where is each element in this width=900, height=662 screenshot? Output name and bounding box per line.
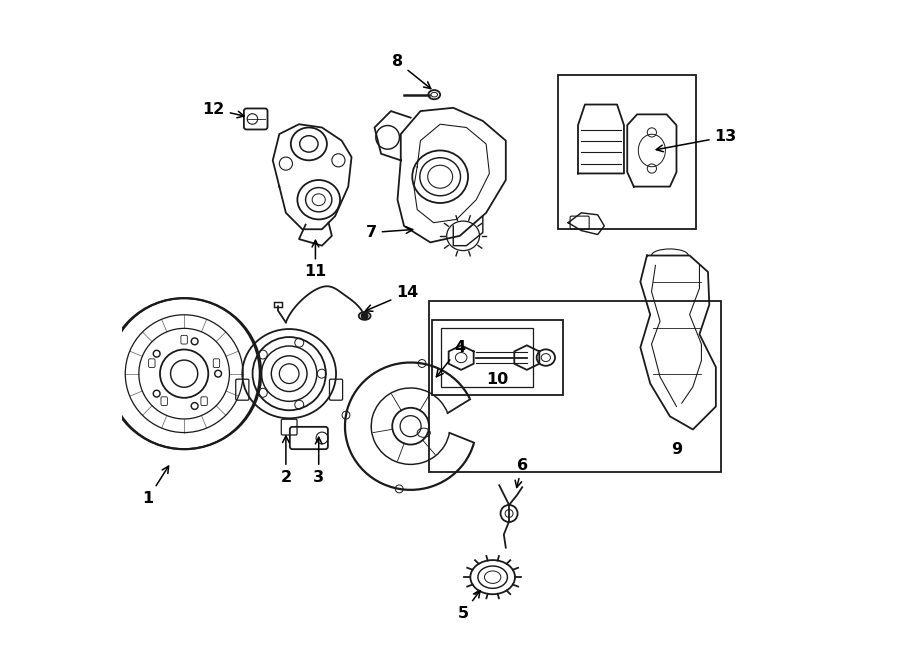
- Text: 7: 7: [365, 225, 413, 240]
- Text: 1: 1: [142, 466, 168, 506]
- Bar: [442, 328, 534, 387]
- Text: 2: 2: [280, 436, 292, 485]
- Bar: [432, 320, 562, 395]
- Text: 9: 9: [670, 442, 682, 457]
- Circle shape: [362, 312, 368, 319]
- Bar: [558, 75, 697, 229]
- Text: 12: 12: [202, 102, 244, 118]
- Text: 4: 4: [436, 340, 465, 377]
- Text: 11: 11: [304, 240, 327, 279]
- Text: 10: 10: [486, 373, 508, 387]
- Bar: [274, 302, 282, 307]
- Text: 6: 6: [515, 458, 527, 487]
- Text: 5: 5: [457, 591, 480, 621]
- Text: 3: 3: [313, 437, 324, 485]
- Bar: [429, 301, 721, 472]
- Text: 8: 8: [392, 54, 431, 89]
- Text: 13: 13: [656, 129, 737, 152]
- Text: 14: 14: [365, 285, 418, 311]
